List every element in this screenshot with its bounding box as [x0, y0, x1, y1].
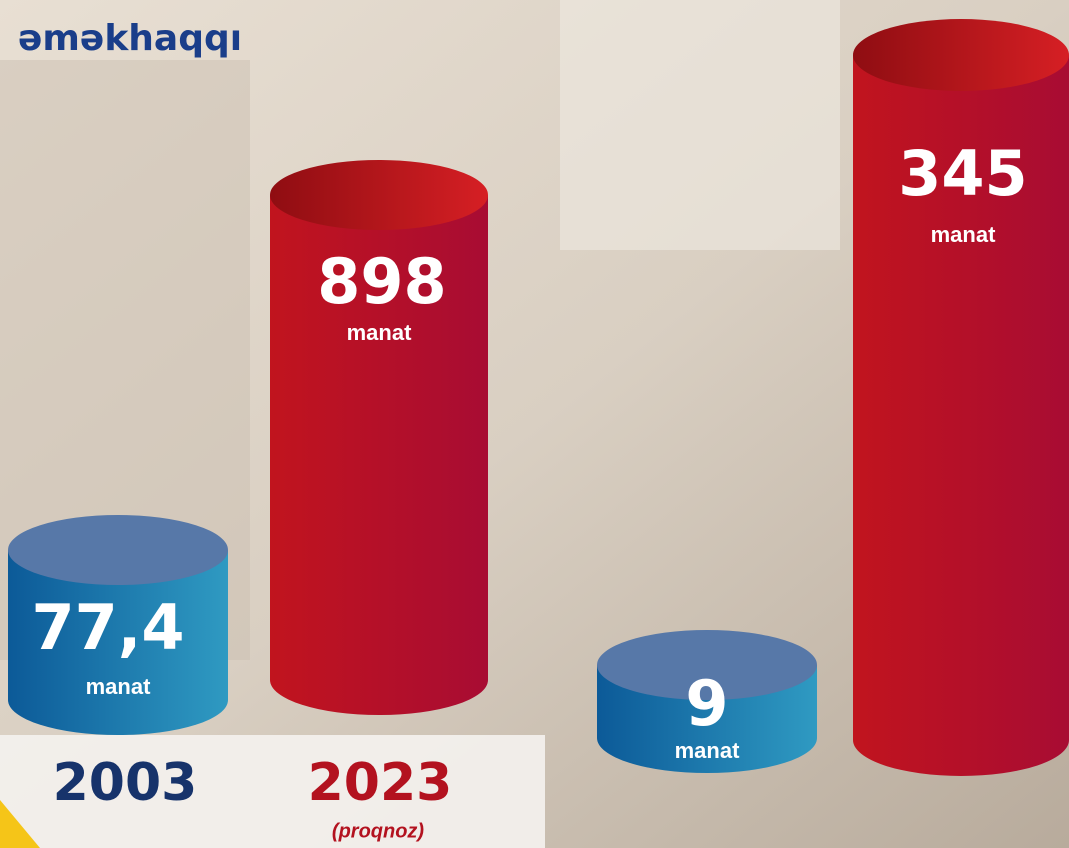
cylinder: 345 manat — [853, 19, 1069, 776]
cylinder: 77,4 manat — [8, 515, 228, 735]
value: 898 — [317, 245, 446, 318]
unit: manat — [931, 222, 996, 247]
year-note: (proqnoz) — [332, 820, 425, 842]
value: 9 — [685, 667, 728, 740]
year: 2023 — [308, 753, 453, 813]
cylinder: 9 manat — [597, 630, 817, 773]
unit: manat — [86, 674, 151, 699]
year: 2003 — [53, 753, 198, 813]
infographic: əməkhaqqı 77,4 manat 898 manat 9 manat 3… — [0, 0, 1069, 848]
value: 345 — [898, 137, 1027, 210]
unit: manat — [347, 320, 412, 345]
unit: manat — [675, 738, 740, 763]
value: 77,4 — [32, 591, 185, 664]
cylinder: 898 manat — [270, 160, 488, 715]
title: əməkhaqqı — [18, 18, 242, 59]
background-building — [560, 0, 840, 250]
